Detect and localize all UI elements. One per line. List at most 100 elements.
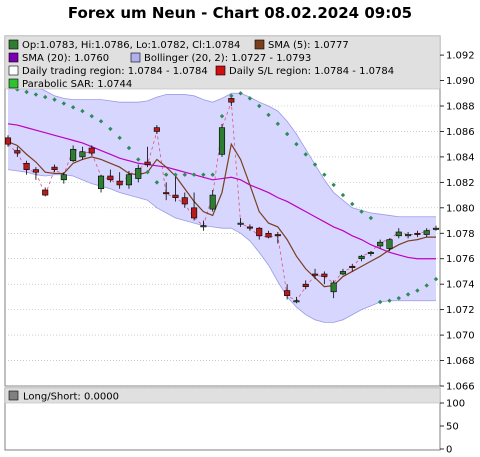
candle-body	[172, 194, 179, 198]
candle-body	[153, 127, 160, 132]
sar-point	[201, 172, 206, 177]
candle-body	[358, 255, 365, 260]
price-tick-label: 1.068	[446, 356, 475, 367]
sar-point	[145, 169, 150, 175]
price-tick-label: 1.088	[446, 102, 475, 113]
candle-body	[125, 174, 133, 186]
candle	[135, 164, 142, 183]
candle-body	[423, 230, 430, 235]
candle-body	[191, 207, 198, 219]
candle	[181, 192, 188, 208]
candle	[302, 280, 309, 290]
sar-point	[52, 97, 57, 102]
sar-point	[424, 283, 429, 288]
candle	[432, 225, 440, 231]
candle	[367, 251, 374, 257]
candle	[163, 182, 170, 201]
candle-body	[228, 98, 235, 103]
sar-point	[433, 276, 439, 282]
candle	[405, 232, 412, 239]
candle-body	[367, 252, 374, 254]
candle	[284, 284, 291, 300]
sar-point	[163, 172, 169, 177]
candle-body	[79, 151, 86, 158]
sl-region-line	[7, 102, 437, 302]
candle-body	[88, 147, 95, 154]
candle-body	[395, 231, 402, 237]
candle-body	[330, 282, 337, 293]
candle	[293, 296, 300, 304]
candle	[42, 187, 49, 197]
candle	[172, 174, 179, 202]
legend-box	[4, 35, 441, 90]
legend-label: Parabolic SAR: 1.0744	[22, 79, 132, 90]
candle-body	[246, 226, 253, 229]
candle-body	[386, 239, 393, 249]
candle-body	[42, 189, 49, 196]
candle-body	[256, 227, 263, 237]
candle-body	[274, 234, 281, 237]
sma20-line	[7, 123, 436, 260]
sar-point	[126, 145, 132, 151]
candle	[88, 145, 95, 156]
candle-body	[70, 148, 77, 162]
candle	[97, 174, 105, 193]
sar-point	[350, 201, 355, 207]
price-tick-label: 1.070	[446, 331, 475, 342]
sar-point	[257, 103, 262, 109]
candle	[237, 218, 244, 227]
sar-point	[108, 126, 113, 132]
sar-point	[154, 180, 160, 185]
sar-point	[117, 135, 122, 141]
candle-body	[237, 222, 244, 225]
sar-point	[43, 94, 48, 100]
sar-point	[173, 172, 178, 177]
candle	[23, 160, 30, 175]
indicator-tick-label: 0	[446, 445, 452, 456]
candle-body	[293, 300, 300, 303]
candle	[116, 172, 123, 189]
candle	[265, 230, 272, 239]
candle-body	[144, 161, 151, 165]
candle	[218, 123, 226, 157]
legend-swatch	[8, 78, 19, 89]
candle	[311, 268, 319, 280]
sar-point	[238, 91, 243, 96]
candle	[209, 190, 216, 212]
sar-point	[405, 292, 411, 297]
candle-body	[200, 225, 207, 228]
bollinger-upper-line	[7, 76, 436, 218]
sar-point	[219, 113, 225, 119]
candle-body	[51, 166, 58, 170]
candle	[5, 135, 12, 147]
price-tick-label: 1.074	[446, 280, 475, 291]
candle-body	[311, 273, 319, 276]
candle-body	[302, 283, 309, 288]
candle-body	[405, 234, 412, 237]
candle	[32, 167, 39, 180]
candle-body	[14, 150, 21, 154]
candle-body	[181, 197, 188, 205]
candle	[377, 239, 384, 249]
candle	[200, 220, 207, 231]
sar-point	[359, 209, 364, 214]
price-tick-label: 1.092	[446, 51, 475, 62]
legend-swatch	[8, 65, 19, 76]
sar-point	[396, 295, 401, 301]
candle	[51, 164, 58, 173]
candle	[107, 169, 114, 183]
candle	[386, 238, 393, 252]
candle	[14, 146, 21, 157]
long-short-swatch	[8, 390, 19, 401]
legend-swatch	[254, 39, 265, 50]
candle	[60, 172, 67, 184]
candle	[321, 271, 328, 285]
sar-point	[266, 112, 271, 118]
price-tick-label: 1.086	[446, 127, 475, 138]
candle	[79, 146, 86, 160]
candle	[349, 263, 356, 272]
sar-point	[415, 288, 420, 293]
indicator-legend-box	[4, 387, 441, 404]
candle	[70, 145, 77, 162]
price-tick-label: 1.076	[446, 254, 475, 265]
